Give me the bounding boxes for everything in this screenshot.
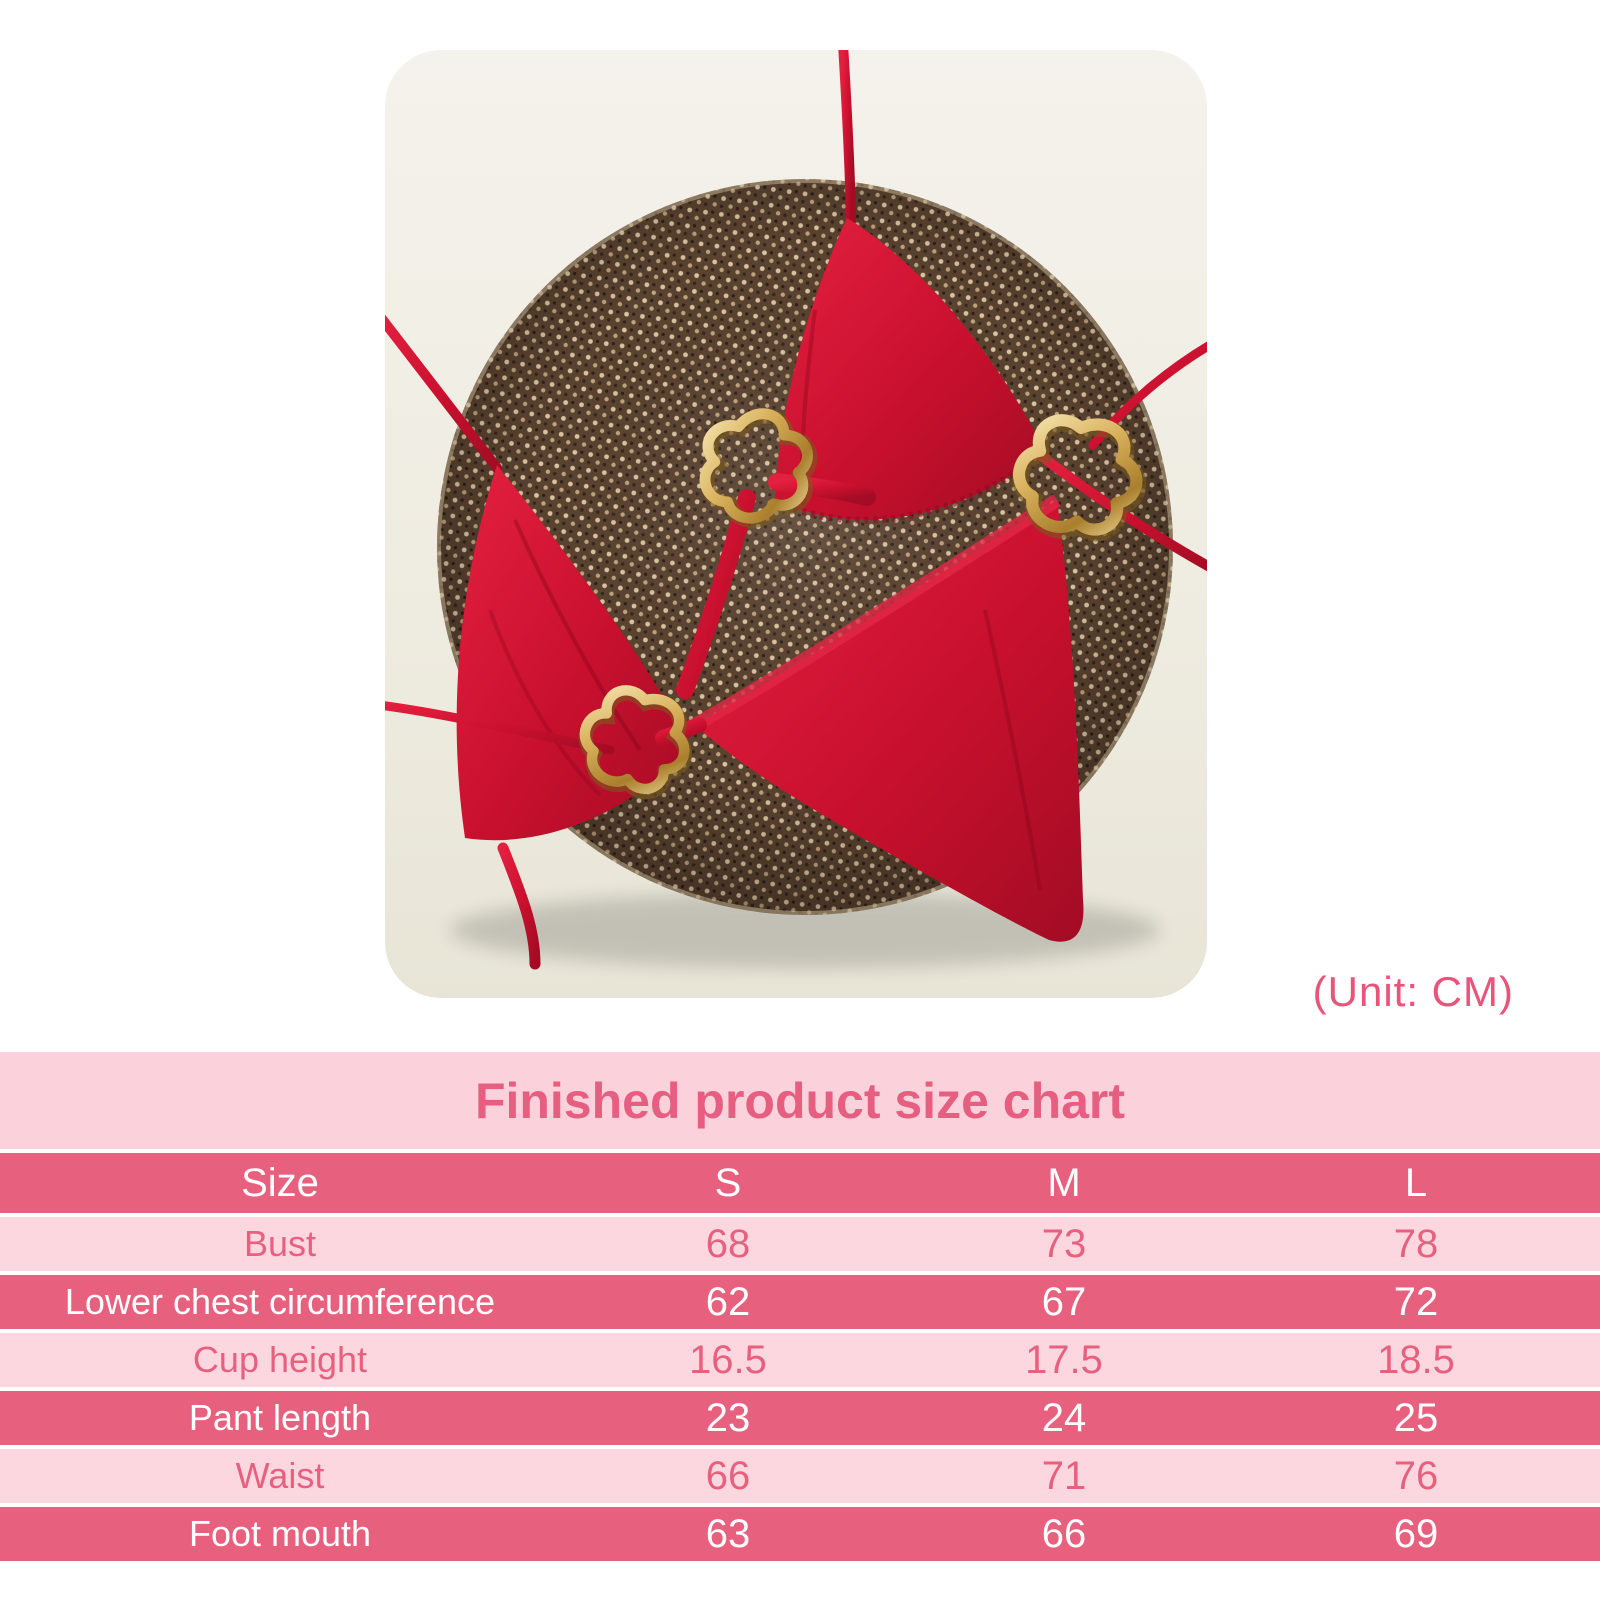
- size-chart-title: Finished product size chart: [0, 1052, 1600, 1149]
- row-label: Waist: [235, 1455, 325, 1496]
- underband-right: [768, 473, 876, 506]
- size-chart-table: Finished product size chart Size S M L B…: [0, 1052, 1600, 1565]
- row-label: Lower chest circumference: [64, 1281, 496, 1322]
- header-s: S: [714, 1160, 742, 1205]
- cell-value: 68: [705, 1221, 751, 1266]
- row-label: Foot mouth: [188, 1513, 372, 1554]
- cell-value: 23: [705, 1395, 751, 1440]
- table-header-row: Size S M L: [0, 1153, 1600, 1213]
- cell-value: 72: [1393, 1279, 1439, 1324]
- cell-value: 18.5: [1377, 1337, 1455, 1382]
- cell-value: 63: [705, 1511, 751, 1556]
- header-size: Size: [241, 1160, 319, 1205]
- halter-strap-left: [385, 314, 502, 473]
- halter-strap-right: [838, 50, 856, 225]
- cup-tail-strap: [497, 842, 541, 970]
- table-row-waist: Waist 66 71 76: [0, 1449, 1600, 1503]
- product-photo-canvas: [385, 50, 1207, 970]
- cell-value: 78: [1393, 1221, 1439, 1266]
- thong-body: [695, 500, 1084, 942]
- cell-value: 17.5: [1025, 1337, 1103, 1382]
- side-tie-right: [1035, 450, 1207, 572]
- row-label: Cup height: [192, 1339, 368, 1380]
- cell-value: 76: [1393, 1453, 1439, 1498]
- row-label: Pant length: [188, 1397, 372, 1438]
- unit-note: (Unit: CM): [1312, 968, 1514, 1015]
- table-row-lower-chest: Lower chest circumference 62 67 72: [0, 1275, 1600, 1329]
- cell-value: 66: [705, 1453, 751, 1498]
- table-row-pant-length: Pant length 23 24 25: [0, 1391, 1600, 1445]
- table-row-foot-mouth: Foot mouth 63 66 69: [0, 1507, 1600, 1561]
- cell-value: 69: [1393, 1511, 1439, 1556]
- cell-value: 16.5: [689, 1337, 767, 1382]
- cell-value: 73: [1041, 1221, 1087, 1266]
- cell-value: 62: [705, 1279, 751, 1324]
- table-row-bust: Bust 68 73 78: [0, 1217, 1600, 1271]
- right-cup: [775, 218, 1045, 520]
- product-photo: [385, 50, 1207, 998]
- table-row-cup-height: Cup height 16.5 17.5 18.5: [0, 1333, 1600, 1387]
- bikini-top: [385, 50, 1207, 841]
- header-m: M: [1047, 1160, 1081, 1205]
- cell-value: 67: [1041, 1279, 1087, 1324]
- cell-value: 25: [1393, 1395, 1439, 1440]
- cell-value: 24: [1041, 1395, 1087, 1440]
- header-l: L: [1404, 1160, 1428, 1205]
- left-cup: [456, 465, 690, 841]
- cell-value: 71: [1041, 1453, 1087, 1498]
- cell-value: 66: [1041, 1511, 1087, 1556]
- row-label: Bust: [243, 1223, 317, 1264]
